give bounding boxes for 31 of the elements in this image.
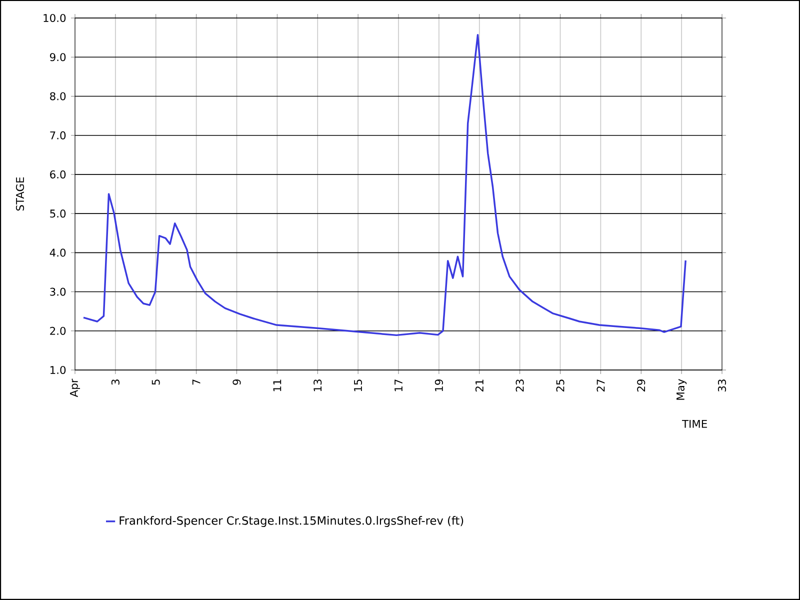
x-tick-label: 25 [556, 380, 564, 392]
x-tick-label: 3 [111, 380, 120, 385]
y-tick-label: 10.0 [44, 14, 66, 22]
y-tick-label: 6.0 [50, 170, 66, 178]
x-tick-label: 11 [273, 380, 282, 392]
y-tick-label: 2.0 [50, 326, 66, 335]
x-tick-label: 21 [475, 380, 484, 392]
y-tick-label: 3.0 [50, 288, 66, 296]
x-tick-label: 23 [516, 380, 524, 392]
x-tick-label: 27 [596, 380, 605, 392]
x-tick-label: 7 [192, 380, 200, 385]
x-tick-label: Apr [70, 378, 80, 398]
y-tick-label: 4.0 [50, 248, 66, 257]
x-tick-label: 5 [152, 380, 160, 385]
x-tick-label: 19 [434, 379, 443, 392]
y-tick-label: 7.0 [50, 131, 66, 140]
x-tick-label: 29 [637, 379, 646, 392]
x-tick-label: May [676, 379, 687, 400]
y-tick-label: 5.0 [50, 210, 66, 218]
x-tick-label: 17 [394, 380, 402, 392]
legend-label: Frankford-Spencer Cr.Stage.Inst.15Minutes.0.lrgsShef-rev (ft) [120, 516, 464, 528]
x-axis-title: TIME [682, 420, 707, 428]
x-tick-label: 13 [314, 380, 322, 392]
x-tick-label: 9 [232, 379, 241, 385]
x-tick-label: 15 [354, 380, 362, 392]
line-series [82, 34, 686, 336]
y-tick-label: 1.0 [50, 366, 66, 374]
y-tick-label: 9.0 [50, 53, 66, 62]
y-tick-label: 8.0 [50, 92, 66, 100]
x-tick-label: 33 [718, 380, 726, 392]
y-axis-title: STAGE [16, 177, 24, 211]
